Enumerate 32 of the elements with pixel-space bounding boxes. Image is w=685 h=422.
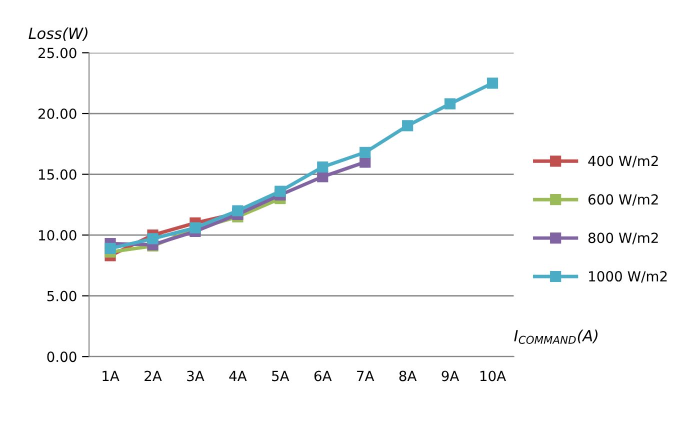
point [360, 146, 371, 158]
y-tick-label: 20.00 [38, 108, 76, 119]
x-tick-label: 2A [144, 370, 162, 382]
x-tick-label: 6A [314, 370, 332, 382]
y-tick-label: 10.00 [39, 230, 76, 241]
x-tick-label: 9A [442, 370, 460, 382]
x-tick-label: 7A [357, 370, 374, 382]
x-tick-label: 8A [399, 370, 417, 382]
x-tick-label: 3A [187, 370, 204, 382]
legend-label: 600 W/m2 [588, 194, 658, 206]
legend-label: 800 W/m2 [588, 232, 658, 244]
x-tick-label: 1A [102, 370, 120, 382]
point [402, 120, 414, 132]
point [147, 233, 158, 244]
point [444, 98, 456, 110]
point [274, 186, 286, 197]
point [486, 78, 498, 89]
point [232, 205, 244, 216]
y-tick-label: 15.00 [39, 169, 76, 180]
y-tick-label: 0.00 [47, 352, 76, 362]
y-axis-title: Loss(W) [28, 27, 88, 41]
x-tick-label: 10A [480, 370, 506, 382]
x-tick-label: 4A [229, 370, 247, 382]
point [317, 171, 328, 182]
legend-label: 400 W/m2 [588, 156, 658, 168]
y-tick-label: 25.00 [38, 48, 76, 58]
x-tick-label: 5A [272, 370, 290, 382]
point [317, 161, 328, 173]
legend-label: 1000 W/m2 [589, 271, 667, 283]
y-tick-label: 5.00 [47, 290, 76, 302]
x-axis-title: I$_{COMMAND}$(A) [514, 330, 598, 344]
point [104, 242, 116, 254]
